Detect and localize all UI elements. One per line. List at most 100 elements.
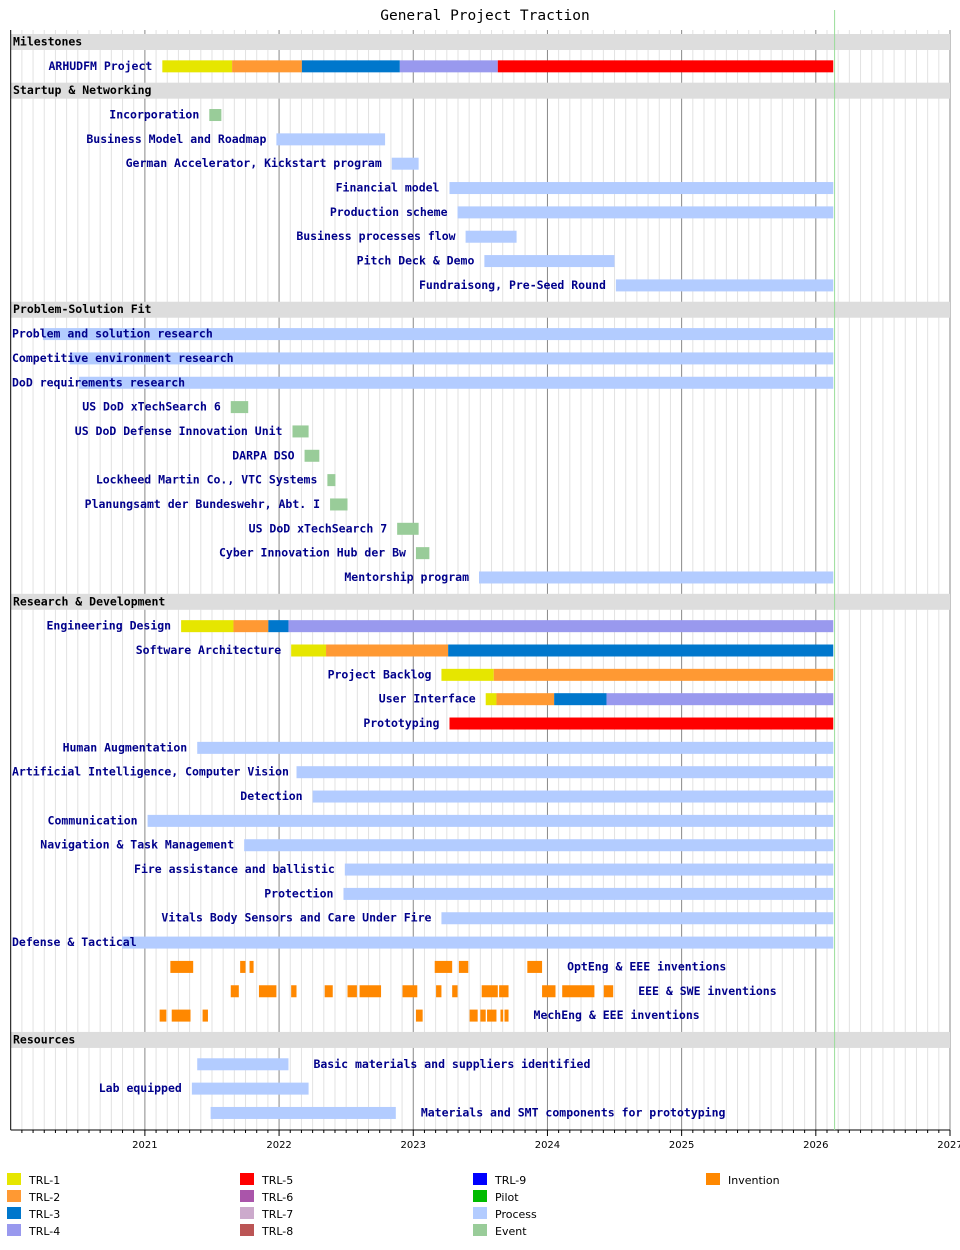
task-bar: [441, 912, 834, 925]
task-bar: [402, 985, 418, 998]
axis: 2021 2022 2023 2024 2025 2026 2027: [10, 10, 960, 1151]
row-label: Pitch Deck & Demo: [357, 254, 475, 268]
task-bar: [202, 1009, 208, 1022]
task-bar: [122, 936, 834, 949]
row-label: Production scheme: [330, 205, 448, 219]
row-label: US DoD xTechSearch 6: [82, 400, 221, 414]
legend-label: TRL-9: [494, 1174, 526, 1187]
section-band: [10, 82, 950, 99]
task-bar: [399, 60, 498, 73]
task-bar: [606, 693, 834, 706]
row-label: Mentorship program: [344, 570, 469, 584]
task-bar: [330, 498, 348, 511]
task-bar: [542, 985, 556, 998]
task-bar: [449, 182, 834, 195]
row-label: Problem and solution research: [12, 327, 213, 341]
task-bar: [244, 839, 834, 852]
row-label: Lab equipped: [99, 1081, 182, 1095]
section-title: Startup & Networking: [13, 83, 152, 97]
legend-swatch: [706, 1173, 720, 1185]
task-bar: [562, 985, 595, 998]
row-label: EEE & SWE inventions: [638, 984, 776, 998]
row-label: Materials and SMT components for prototy…: [421, 1105, 726, 1119]
legend-label: TRL-4: [28, 1225, 60, 1238]
task-bar: [197, 1058, 289, 1071]
task-bar: [469, 1009, 478, 1022]
row-label: Basic materials and suppliers identified: [313, 1057, 590, 1071]
row-label: User Interface: [379, 692, 476, 706]
task-bar: [324, 985, 333, 998]
task-bar: [485, 693, 497, 706]
task-bar: [343, 887, 834, 900]
x-tick-label: 2026: [803, 1140, 828, 1151]
task-bar: [291, 644, 327, 657]
task-bar: [458, 960, 469, 973]
task-bar: [448, 644, 834, 657]
x-tick-label: 2021: [132, 1140, 157, 1151]
x-tick-label: 2023: [401, 1140, 426, 1151]
task-bar: [162, 60, 233, 73]
section-title: Problem-Solution Fit: [13, 302, 152, 316]
task-bar: [449, 717, 834, 730]
row-label: Engineering Design: [46, 619, 171, 633]
task-bar: [391, 157, 419, 170]
legend-label: TRL-8: [261, 1225, 293, 1238]
x-tick-label: 2024: [535, 1140, 560, 1151]
legend: TRL-1 TRL-2 TRL-3 TRL-4 TRL-5 TRL-6 TRL-7 TRL-8…: [7, 1173, 780, 1238]
row-label: German Accelerator, Kickstart program: [126, 156, 382, 170]
task-bar: [258, 985, 277, 998]
task-bar: [344, 863, 834, 876]
task-bar: [249, 960, 254, 973]
task-bar: [603, 985, 614, 998]
row-label: DARPA DSO: [232, 448, 294, 462]
legend-label: TRL-5: [261, 1174, 293, 1187]
task-bar: [327, 474, 336, 487]
task-bar: [479, 571, 834, 584]
task-bar: [210, 1106, 396, 1119]
row-label: Human Augmentation: [63, 740, 188, 754]
task-bar: [504, 1009, 509, 1022]
row-label: Defense & Tactical: [12, 935, 137, 949]
section-title: Resources: [13, 1032, 75, 1046]
legend-label: TRL-7: [261, 1208, 293, 1221]
task-bar: [209, 109, 222, 122]
row-label: OptEng & EEE inventions: [567, 959, 726, 973]
legend-swatch: [240, 1173, 254, 1185]
section-band: [10, 593, 950, 610]
legend-swatch: [240, 1207, 254, 1219]
task-bar: [457, 206, 834, 219]
row-label: Incorporation: [109, 108, 199, 122]
task-bar: [497, 60, 834, 73]
rows: Milestones ARHUDFM Project Startup & Netwo…: [10, 34, 950, 1119]
legend-label: Process: [495, 1208, 537, 1221]
row-label: Business Model and Roadmap: [86, 132, 266, 146]
row-label: US DoD xTechSearch 7: [249, 521, 388, 535]
task-bar: [232, 60, 302, 73]
row-label: Fundraisong, Pre-Seed Round: [419, 278, 606, 292]
section-title: Research & Development: [13, 594, 165, 608]
task-bar: [347, 985, 357, 998]
task-bar: [170, 960, 194, 973]
chart-title: General Project Traction: [380, 8, 590, 24]
row-label: Software Architecture: [136, 643, 281, 657]
task-bar: [291, 985, 297, 998]
task-bar: [268, 620, 289, 633]
task-bar: [171, 1009, 191, 1022]
legend-swatch: [7, 1207, 21, 1219]
task-bar: [288, 620, 834, 633]
section-title: Milestones: [13, 35, 82, 49]
task-bar: [312, 790, 834, 803]
legend-swatch: [7, 1190, 21, 1202]
task-bar: [191, 1082, 309, 1095]
legend-swatch: [473, 1224, 487, 1236]
legend-swatch: [473, 1207, 487, 1219]
task-bar: [230, 985, 239, 998]
task-bar: [481, 985, 498, 998]
section-band: [10, 34, 950, 50]
row-label: Navigation & Task Management: [40, 838, 234, 852]
task-bar: [452, 985, 458, 998]
task-bar: [159, 1009, 167, 1022]
task-bar: [233, 620, 269, 633]
x-tick-label: 2027: [937, 1140, 960, 1151]
